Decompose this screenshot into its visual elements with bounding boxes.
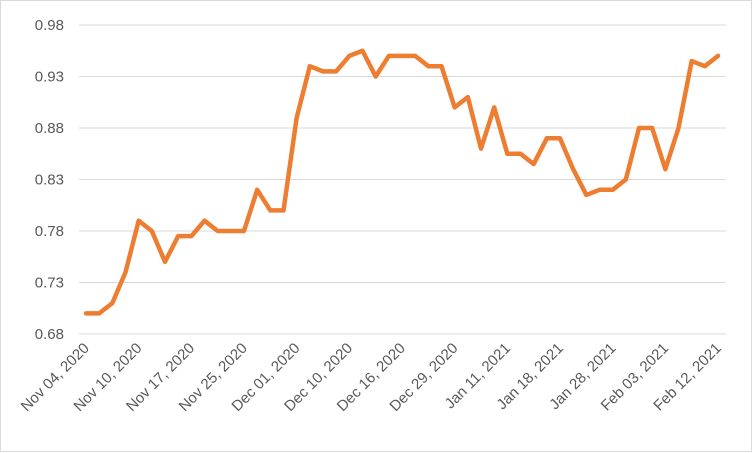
series (83, 48, 721, 316)
y-tick-label: 0.68 (35, 326, 64, 343)
y-tick-label: 0.73 (35, 275, 64, 292)
gridlines (79, 24, 726, 335)
y-tick-label: 0.93 (35, 69, 64, 86)
y-tick-label: 0.88 (35, 120, 64, 137)
series-line (83, 48, 721, 316)
y-axis-ticks: 0.68 0.73 0.78 0.83 0.88 0.93 0.98 (35, 17, 64, 343)
y-tick-label: 0.78 (35, 223, 64, 240)
y-tick-label: 0.98 (35, 17, 64, 34)
y-tick-label: 0.83 (35, 172, 64, 189)
